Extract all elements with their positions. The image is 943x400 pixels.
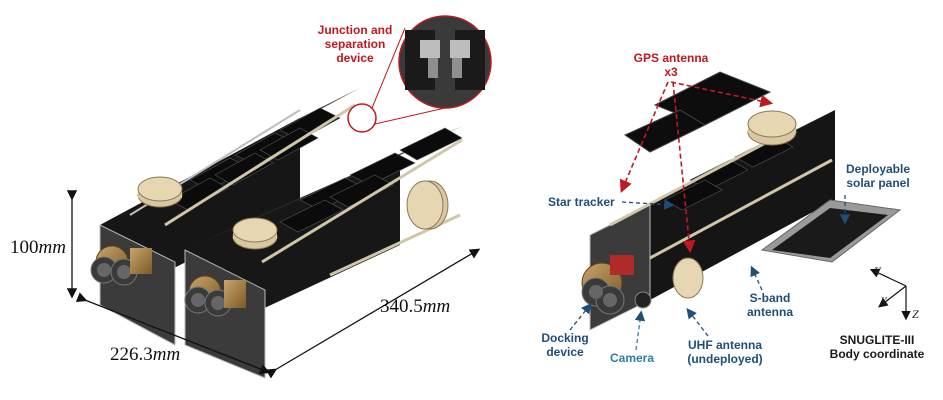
length-dimension-line [265,248,481,379]
gps-label-line1: GPS antenna [634,51,709,65]
axis-x-label: X [879,294,888,308]
body-coordinate-axes: Y X Z [869,264,919,321]
junction-label-line3: device [336,51,374,65]
body-coordinate-label-line2: Body coordinate [830,347,925,361]
sband-label-line2: antenna [747,305,793,319]
length-dimension-label: 340.5mm [380,296,450,317]
junction-highlight-circle [347,103,377,133]
left-assembly [90,15,492,379]
height-dimension-label: 100mm [10,237,66,258]
sband-label-line1: S-band [750,291,791,305]
width-dimension-line [75,292,271,374]
uhf-label-line1: UHF antenna [688,338,762,352]
axis-y-label: Y [874,264,882,278]
body-coordinate-label-line1: SNUGLITE-III [840,333,915,347]
uhf-label-line2: (undeployed) [687,352,762,366]
deployable-label-line1: Deployable [846,162,910,176]
docking-label-line2: device [546,345,584,359]
axis-z-label: Z [912,307,919,321]
camera-label: Camera [610,351,654,365]
right-assembly [581,71,902,331]
junction-label-line2: separation [325,37,386,51]
camera-body [634,291,652,309]
docking-label-line1: Docking [541,331,588,345]
junction-label-line1: Junction and [318,23,393,37]
deployable-label-line2: solar panel [846,176,909,190]
width-dimension-label: 226.3mm [110,344,180,365]
star-tracker-label: Star tracker [548,195,615,209]
junction-zoom-inset [398,15,492,109]
gps-label-line2: x3 [664,65,678,79]
satellite-a [90,88,360,346]
